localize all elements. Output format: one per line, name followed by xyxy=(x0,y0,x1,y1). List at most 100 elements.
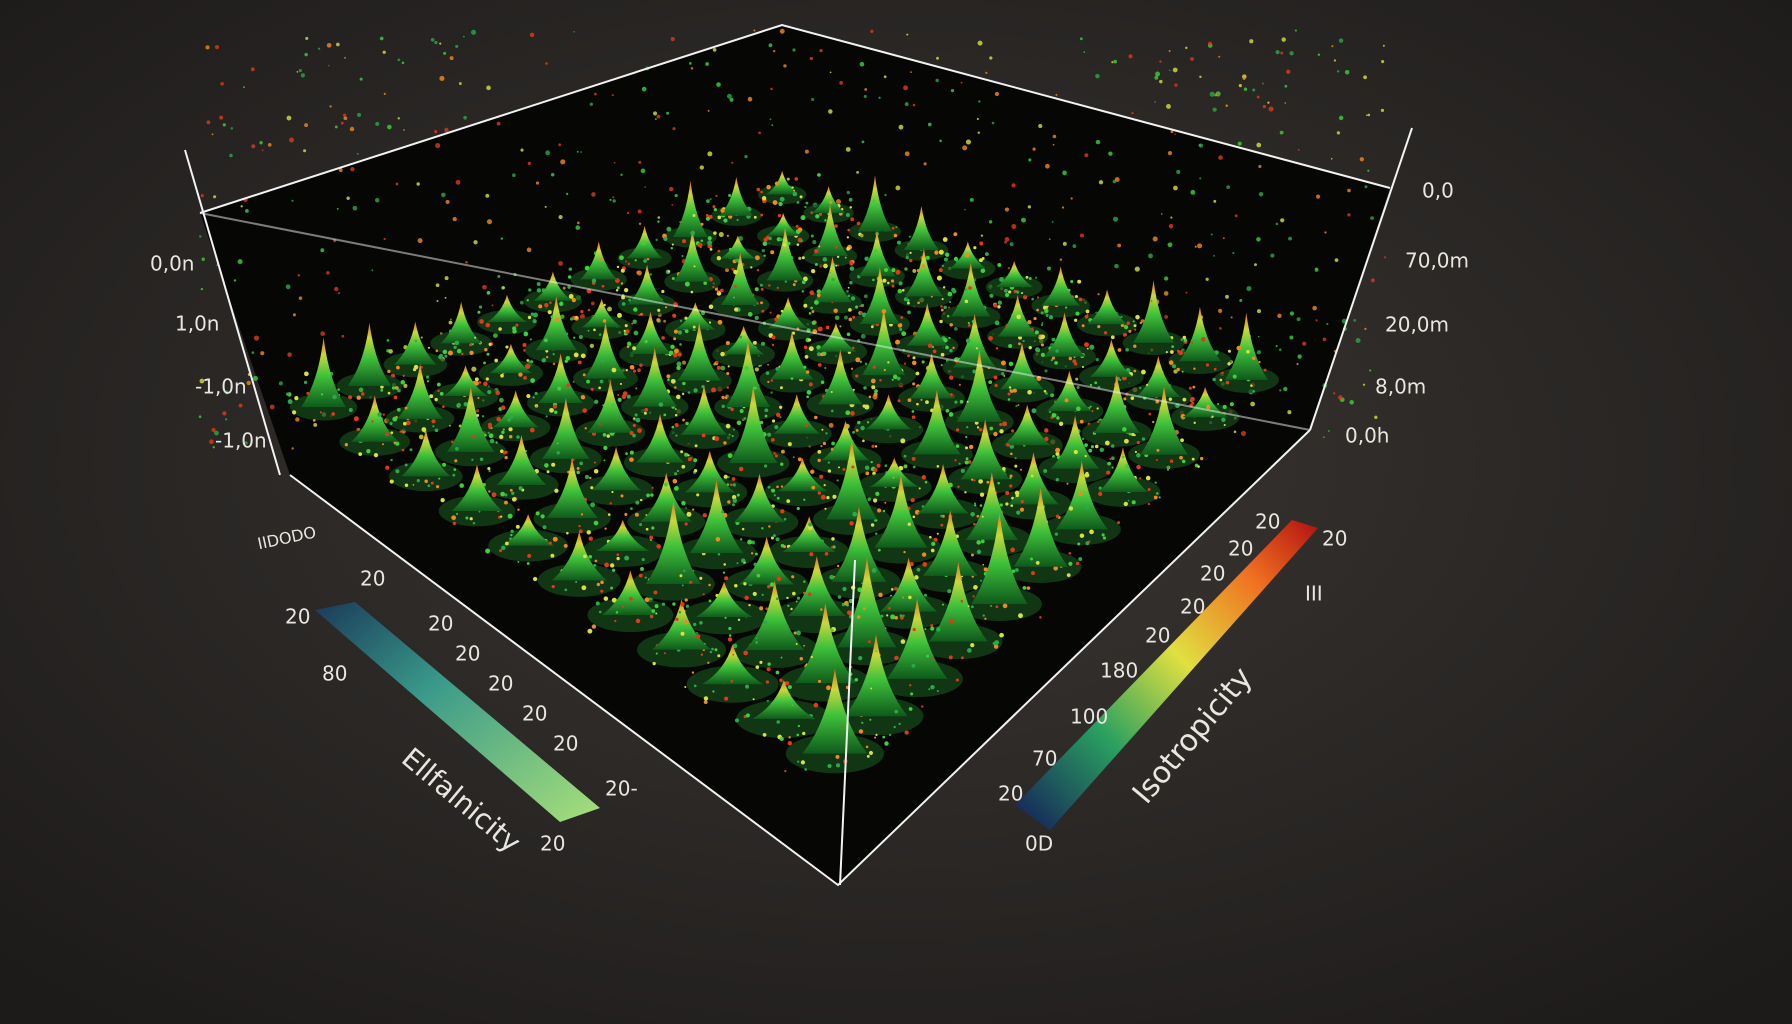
particle xyxy=(483,361,486,365)
particle xyxy=(679,343,682,346)
particle xyxy=(1022,585,1027,590)
particle xyxy=(925,255,930,260)
particle xyxy=(685,604,690,608)
particle xyxy=(624,324,628,328)
particle xyxy=(488,470,491,473)
particle xyxy=(835,199,841,205)
particle xyxy=(641,240,646,246)
particle xyxy=(1141,369,1146,375)
particle xyxy=(782,243,787,247)
particle xyxy=(759,606,764,611)
particle xyxy=(389,479,394,484)
bump xyxy=(1013,487,1068,567)
particle xyxy=(635,618,641,624)
particle xyxy=(860,333,866,339)
particle xyxy=(584,265,590,271)
bump xyxy=(722,325,765,355)
particle xyxy=(714,287,718,291)
particle xyxy=(578,524,581,528)
particle xyxy=(522,343,527,348)
particle xyxy=(943,257,948,262)
z-tick-label: 70,0m xyxy=(1405,249,1469,273)
bump xyxy=(777,457,828,492)
particle xyxy=(733,269,738,275)
particle xyxy=(481,415,485,418)
particle xyxy=(824,507,827,510)
bump xyxy=(904,248,944,297)
particle xyxy=(1370,278,1375,283)
particle xyxy=(767,432,772,437)
particle xyxy=(1168,397,1173,401)
particle xyxy=(912,268,917,273)
particle xyxy=(1068,551,1072,555)
particle xyxy=(846,610,852,616)
particle xyxy=(469,350,474,355)
particle xyxy=(1173,185,1178,191)
particle xyxy=(926,654,930,658)
particle xyxy=(888,733,892,737)
particle xyxy=(544,303,549,308)
particle xyxy=(523,331,529,337)
particle xyxy=(1159,79,1163,84)
particle xyxy=(734,307,739,312)
particle xyxy=(973,585,978,590)
particle xyxy=(507,513,513,519)
particle xyxy=(808,522,813,527)
z-tick-label: -1,0n xyxy=(195,375,247,399)
particle xyxy=(708,304,714,310)
particle xyxy=(501,430,505,434)
particle xyxy=(970,511,975,517)
particle xyxy=(409,448,413,452)
particle xyxy=(253,335,260,341)
particle xyxy=(1085,471,1089,475)
particle xyxy=(611,568,616,572)
particle xyxy=(669,186,674,192)
particle xyxy=(1279,130,1284,135)
particle xyxy=(1236,345,1242,351)
particle xyxy=(206,120,211,125)
particle xyxy=(439,391,444,396)
particle xyxy=(864,465,870,471)
particle xyxy=(818,245,821,248)
particle xyxy=(1045,314,1049,317)
particle xyxy=(672,478,678,484)
particle xyxy=(1190,189,1196,195)
particle xyxy=(893,725,896,729)
particle xyxy=(487,422,492,427)
particle xyxy=(209,439,214,445)
particle xyxy=(765,371,770,375)
particle xyxy=(883,267,889,273)
particle xyxy=(1016,314,1022,320)
particle xyxy=(924,628,927,631)
particle xyxy=(1079,533,1085,538)
particle xyxy=(948,306,951,309)
particle xyxy=(732,498,738,503)
particle xyxy=(442,349,448,355)
particle xyxy=(808,338,812,342)
particle xyxy=(338,168,343,172)
particle xyxy=(611,94,614,97)
particle xyxy=(771,343,775,347)
particle xyxy=(285,284,291,290)
particle xyxy=(504,493,508,497)
particle xyxy=(941,603,945,606)
particle xyxy=(707,240,713,246)
particle xyxy=(573,336,576,339)
particle xyxy=(377,412,382,417)
particle xyxy=(759,283,763,287)
particle xyxy=(630,507,633,510)
particle xyxy=(1176,367,1180,372)
particle xyxy=(930,626,935,631)
particle xyxy=(509,434,513,439)
particle xyxy=(616,556,620,561)
particle xyxy=(641,558,645,562)
particle xyxy=(845,410,851,416)
particle xyxy=(655,652,658,655)
particle xyxy=(1168,69,1171,72)
particle xyxy=(199,378,205,384)
particle xyxy=(706,199,710,203)
particle xyxy=(734,584,738,588)
particle xyxy=(717,552,721,556)
particle xyxy=(567,275,572,279)
particle xyxy=(808,382,813,387)
